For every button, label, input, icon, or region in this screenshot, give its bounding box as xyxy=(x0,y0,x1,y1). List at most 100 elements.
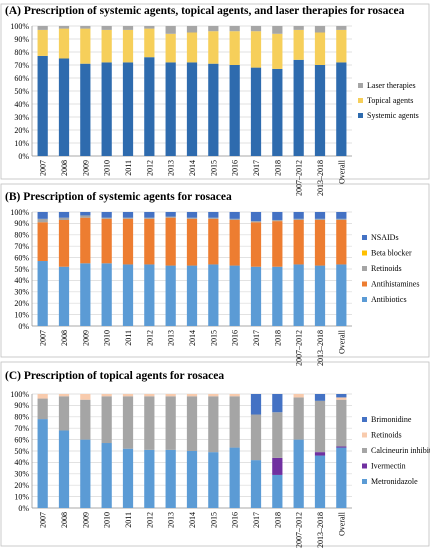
bar-segment xyxy=(314,26,326,33)
chart-panel-0: (A) Prescription of systemic agents, top… xyxy=(0,3,430,196)
x-tick-label: 2007 xyxy=(39,160,48,176)
bar-segment xyxy=(229,394,240,397)
bar-segment xyxy=(250,221,262,223)
bar-segment xyxy=(336,399,347,447)
legend-label: Ivermectin xyxy=(371,462,406,471)
x-tick-label: 2017 xyxy=(252,160,261,176)
bar-segment xyxy=(101,218,112,264)
bar-segment xyxy=(165,26,176,34)
x-tick-label: 2007 xyxy=(39,330,48,346)
bar-segment xyxy=(336,397,347,400)
legend-swatch xyxy=(362,463,367,469)
bar-segment xyxy=(272,26,283,34)
bar-segment xyxy=(165,212,176,217)
bar-segment xyxy=(37,218,48,223)
bar-segment xyxy=(293,439,304,508)
x-tick-label: 2014 xyxy=(188,330,197,346)
bar-segment xyxy=(229,65,240,156)
bar-segment xyxy=(101,217,112,219)
bar-segment xyxy=(293,59,304,156)
bar-segment xyxy=(208,264,219,326)
x-tick-label: 2017 xyxy=(252,330,261,346)
bar-segment xyxy=(122,26,134,30)
bar-segment xyxy=(58,26,70,29)
bar-segment xyxy=(314,265,326,326)
bar-segment xyxy=(336,264,347,326)
bar-segment xyxy=(186,265,198,326)
bar-segment xyxy=(336,218,347,220)
bar-segment xyxy=(165,396,176,450)
bar-segment xyxy=(37,261,48,326)
legend-swatch xyxy=(362,432,367,438)
bar-segment xyxy=(208,212,219,218)
x-tick-label: 2007–2012 xyxy=(295,512,304,548)
bar-segment xyxy=(58,212,70,218)
legend-label: Retinoids xyxy=(371,264,402,273)
y-tick-label: 90% xyxy=(14,219,29,228)
x-tick-label: 2016 xyxy=(231,330,240,346)
x-tick-label: 2008 xyxy=(60,160,69,176)
bar-segment xyxy=(250,266,262,326)
legend-label: NSAIDs xyxy=(371,233,399,242)
bar-segment xyxy=(336,212,347,219)
panel-frame xyxy=(0,183,430,358)
bar-segment xyxy=(122,217,134,219)
bar-segment xyxy=(80,28,91,64)
y-tick-label: 30% xyxy=(14,470,29,479)
bar-segment xyxy=(80,63,91,157)
legend-label: Calcineurin inhibitors xyxy=(371,446,430,455)
x-tick-label: 2015 xyxy=(209,160,218,176)
bar-segment xyxy=(336,447,347,508)
y-tick-label: 60% xyxy=(14,435,29,444)
bar-segment xyxy=(122,394,134,397)
bar-segment xyxy=(250,460,262,508)
y-tick-label: 10% xyxy=(14,310,29,319)
y-tick-label: 30% xyxy=(14,288,29,297)
bar-segment xyxy=(144,264,155,326)
y-tick-label: 100% xyxy=(10,390,29,399)
y-tick-label: 90% xyxy=(14,401,29,410)
bar-segment xyxy=(80,439,91,508)
x-tick-label: 2016 xyxy=(231,160,240,176)
y-tick-label: 20% xyxy=(14,126,29,135)
bar-segment xyxy=(101,394,112,397)
bar-segment xyxy=(272,221,283,267)
y-tick-label: 20% xyxy=(14,299,29,308)
bar-segment xyxy=(80,217,91,264)
x-tick-label: 2012 xyxy=(145,330,154,346)
bar-segment xyxy=(314,32,326,65)
bar-segment xyxy=(37,222,48,262)
legend-label: Topical agents xyxy=(367,96,413,105)
bar-segment xyxy=(58,394,70,397)
y-tick-label: 40% xyxy=(14,276,29,285)
bar-segment xyxy=(314,400,326,453)
y-tick-label: 60% xyxy=(14,253,29,262)
x-tick-label: 2007–2012 xyxy=(295,160,304,196)
bar-segment xyxy=(144,212,155,218)
bar-segment xyxy=(336,394,347,398)
chart-panel-1: (B) Prescription of systemic agents for … xyxy=(0,183,430,366)
bar-segment xyxy=(336,219,347,265)
bar-segment xyxy=(37,398,48,420)
legend-label: Beta blocker xyxy=(371,249,412,258)
x-tick-label: 2015 xyxy=(209,330,218,346)
x-tick-label: 2009 xyxy=(81,512,90,528)
x-tick-label: 2011 xyxy=(124,160,133,176)
bar-segment xyxy=(101,62,112,156)
bar-segment xyxy=(37,212,48,219)
x-tick-label: 2013–2018 xyxy=(316,512,325,548)
bar-segment xyxy=(80,399,91,440)
bar-segment xyxy=(208,31,219,64)
legend-swatch xyxy=(362,235,367,240)
bar-segment xyxy=(272,33,283,69)
bar-segment xyxy=(208,218,219,265)
bar-segment xyxy=(208,63,219,157)
x-tick-label: 2013–2018 xyxy=(316,160,325,196)
bar-segment xyxy=(229,31,240,65)
y-tick-label: 0% xyxy=(18,504,29,513)
chart-title: (A) Prescription of systemic agents, top… xyxy=(5,5,405,17)
bar-segment xyxy=(101,396,112,444)
bar-segment xyxy=(122,264,134,326)
bar-segment xyxy=(314,219,326,266)
bar-segment xyxy=(122,29,134,63)
